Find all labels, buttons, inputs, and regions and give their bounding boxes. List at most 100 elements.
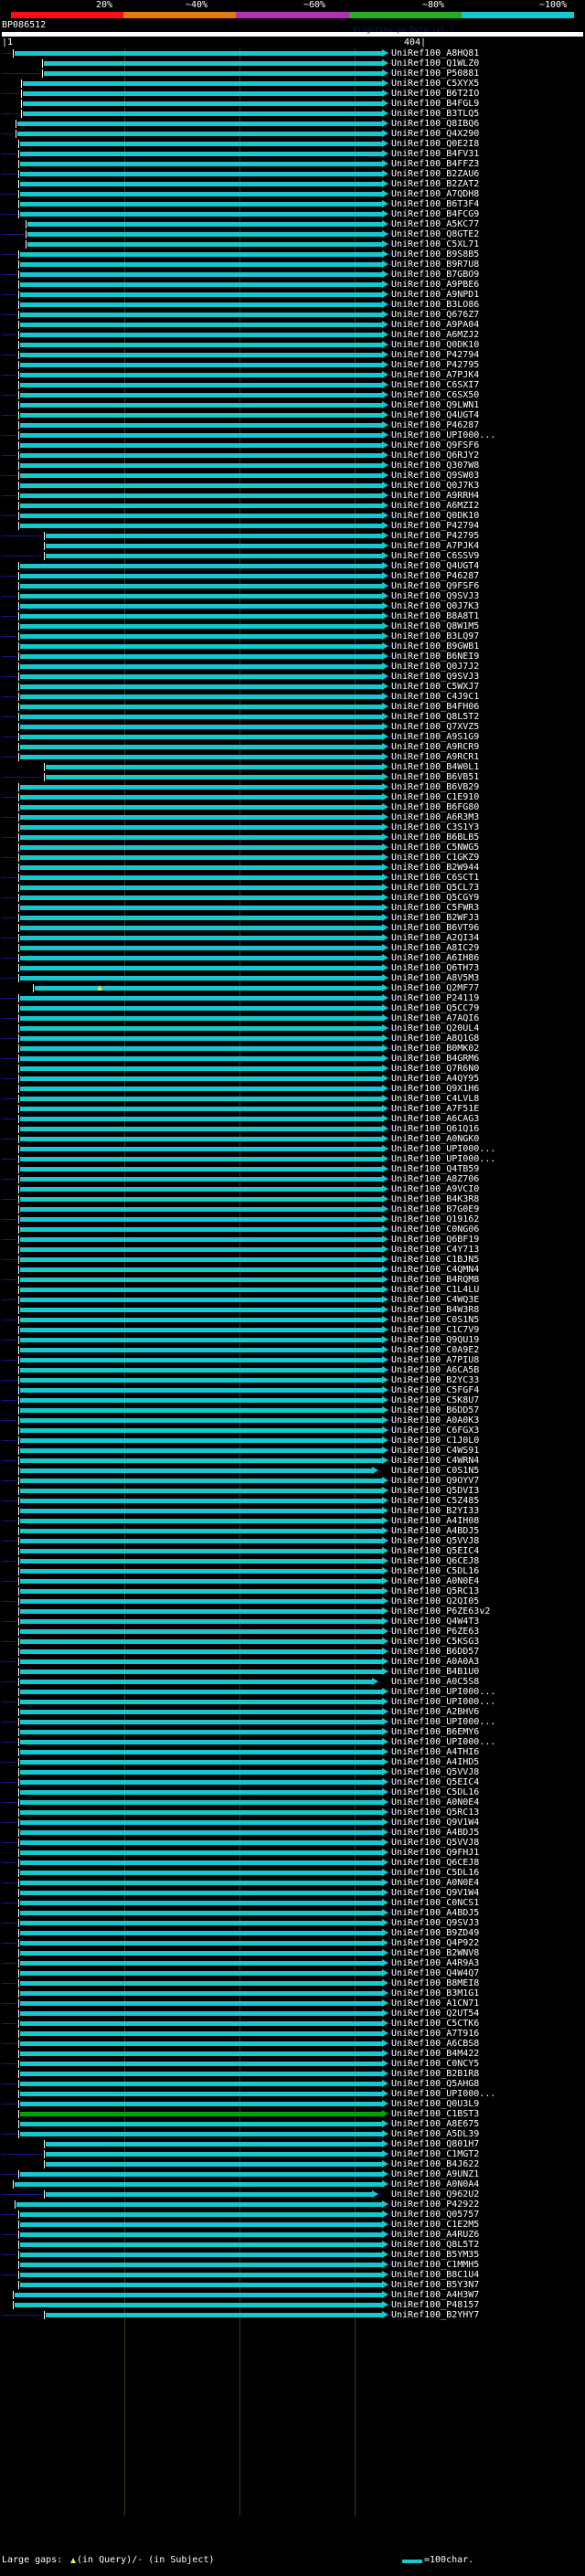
alignment-hit-label[interactable]: UniRef100_A8Z706 [391,1174,480,1184]
alignment-bar[interactable] [20,906,382,910]
alignment-bar[interactable] [15,2303,382,2307]
alignment-row[interactable]: UniRef100_A8V5M3 [0,973,585,983]
alignment-row[interactable]: UniRef100_P42795 [0,531,585,541]
alignment-row[interactable]: UniRef100_B4FCG9 [0,209,585,219]
alignment-hit-label[interactable]: UniRef100_Q5EIC4 [391,1546,480,1556]
alignment-hit-label[interactable]: UniRef100_Q5VVJ8 [391,1536,480,1546]
alignment-bar[interactable] [20,2102,382,2106]
alignment-row[interactable]: UniRef100_Q9SVJ3 [0,1918,585,1928]
alignment-bar[interactable] [20,423,382,428]
alignment-row[interactable]: UniRef100_UPI000... [0,1717,585,1727]
alignment-hit-label[interactable]: UniRef100_A9RCR1 [391,752,480,762]
alignment-row[interactable]: UniRef100_A4BDJ5 [0,1828,585,1838]
alignment-hit-label[interactable]: UniRef100_UPI000... [391,1144,496,1154]
alignment-bar[interactable] [35,986,382,991]
alignment-hit-label[interactable]: UniRef100_C4QMN4 [391,1265,480,1275]
alignment-bar[interactable] [20,2112,382,2116]
alignment-bar[interactable] [20,2222,382,2227]
alignment-row[interactable]: UniRef100_B9ZD49 [0,1928,585,1938]
alignment-hit-label[interactable]: UniRef100_C1L4LU [391,1285,480,1295]
alignment-bar[interactable] [20,292,382,297]
alignment-bar[interactable] [46,2192,372,2197]
alignment-hit-label[interactable]: UniRef100_C1E2M5 [391,2220,480,2230]
alignment-hit-label[interactable]: UniRef100_A4H3W7 [391,2290,480,2300]
alignment-bar[interactable] [20,1991,382,1996]
alignment-row[interactable]: UniRef100_C6SCT1 [0,873,585,883]
alignment-row[interactable]: UniRef100_C5CTK6 [0,2019,585,2029]
alignment-bar[interactable] [20,2041,382,2046]
alignment-bar[interactable] [20,363,382,367]
alignment-row[interactable]: UniRef100_Q9SW03 [0,471,585,481]
alignment-bar[interactable] [20,725,382,729]
alignment-hit-label[interactable]: UniRef100_Q5EIC4 [391,1777,480,1787]
alignment-row[interactable]: UniRef100_B2YI33 [0,1506,585,1516]
alignment-bar[interactable] [20,152,382,156]
alignment-bar[interactable] [20,996,382,1001]
alignment-bar[interactable] [20,604,382,609]
alignment-bar[interactable] [23,101,382,106]
alignment-row[interactable]: UniRef100_B9S8B5 [0,249,585,260]
alignment-bar[interactable] [20,2172,382,2177]
alignment-bar[interactable] [20,1499,382,1503]
alignment-hit-label[interactable]: UniRef100_P42922 [391,2200,480,2210]
alignment-bar[interactable] [20,1097,382,1101]
alignment-hit-label[interactable]: UniRef100_B2B1R8 [391,2069,480,2079]
alignment-hit-label[interactable]: UniRef100_C4WQ3E [391,1295,480,1305]
alignment-row[interactable]: UniRef100_Q5EIC4 [0,1546,585,1556]
alignment-row[interactable]: UniRef100_P42794 [0,350,585,360]
alignment-hit-label[interactable]: UniRef100_P50881 [391,69,480,79]
alignment-bar[interactable] [20,433,382,438]
alignment-hit-label[interactable]: UniRef100_B4GRM6 [391,1054,480,1064]
alignment-row[interactable]: UniRef100_P42922 [0,2200,585,2210]
alignment-bar[interactable] [20,1780,382,1785]
alignment-row[interactable]: UniRef100_C1L4LU [0,1285,585,1295]
alignment-row[interactable]: UniRef100_A9PA04 [0,320,585,330]
alignment-bar[interactable] [20,1850,382,1855]
alignment-row[interactable]: UniRef100_B4RQM8 [0,1275,585,1285]
alignment-row[interactable]: UniRef100_C6SSV9 [0,551,585,561]
alignment-bar[interactable] [44,61,382,66]
alignment-hit-label[interactable]: UniRef100_A0A0A3 [391,1657,480,1667]
alignment-bar[interactable] [20,202,382,207]
alignment-row[interactable]: UniRef100_Q8W1M5 [0,621,585,631]
alignment-row[interactable]: UniRef100_A8IC29 [0,943,585,953]
alignment-row[interactable]: UniRef100_B6VB29 [0,782,585,792]
alignment-row[interactable]: UniRef100_Q801H7 [0,2139,585,2149]
alignment-row[interactable]: UniRef100_B5Y3N7 [0,2280,585,2290]
alignment-bar[interactable] [46,775,382,779]
alignment-bar[interactable] [20,634,382,639]
alignment-bar[interactable] [20,1267,382,1272]
alignment-hit-label[interactable]: UniRef100_A4BDJ5 [391,1908,480,1918]
alignment-row[interactable]: UniRef100_A2QI34 [0,933,585,943]
alignment-hit-label[interactable]: UniRef100_UPI000... [391,1717,496,1727]
alignment-bar[interactable] [20,1519,382,1523]
alignment-row[interactable]: UniRef100_Q4UGT4 [0,410,585,420]
alignment-row[interactable]: UniRef100_Q2MF77 [0,983,585,993]
alignment-hit-label[interactable]: UniRef100_P46287 [391,571,480,581]
alignment-row[interactable]: UniRef100_UPI000... [0,1737,585,1747]
alignment-hit-label[interactable]: UniRef100_P42794 [391,350,480,360]
alignment-bar[interactable] [20,896,382,900]
alignment-bar[interactable] [20,2132,382,2136]
alignment-bar[interactable] [20,1046,382,1051]
alignment-hit-label[interactable]: UniRef100_Q0J7J2 [391,662,480,672]
alignment-bar[interactable] [20,1237,382,1242]
alignment-hit-label[interactable]: UniRef100_Q962U2 [391,2189,480,2200]
alignment-bar[interactable] [20,2072,382,2076]
alignment-bar[interactable] [46,534,382,538]
alignment-bar[interactable] [20,443,382,448]
alignment-hit-label[interactable]: UniRef100_B0MK02 [391,1044,480,1054]
alignment-row[interactable]: UniRef100_B2B1R8 [0,2069,585,2079]
alignment-row[interactable]: UniRef100_UPI000... [0,1687,585,1697]
alignment-row[interactable]: UniRef100_C5WXJ7 [0,682,585,692]
alignment-hit-label[interactable]: UniRef100_A6R3M3 [391,812,480,822]
alignment-bar[interactable] [20,1901,382,1905]
alignment-hit-label[interactable]: UniRef100_Q5VVJ8 [391,1767,480,1777]
alignment-row[interactable]: UniRef100_C6SXI7 [0,380,585,390]
alignment-row[interactable]: UniRef100_P24119 [0,993,585,1003]
alignment-hit-label[interactable]: UniRef100_B5YM35 [391,2250,480,2260]
alignment-bar[interactable] [20,2263,382,2267]
alignment-hit-label[interactable]: UniRef100_A0NGK0 [391,1134,480,1144]
alignment-row[interactable]: UniRef100_UPI000... [0,430,585,440]
alignment-row[interactable]: UniRef100_A7T916 [0,2029,585,2039]
